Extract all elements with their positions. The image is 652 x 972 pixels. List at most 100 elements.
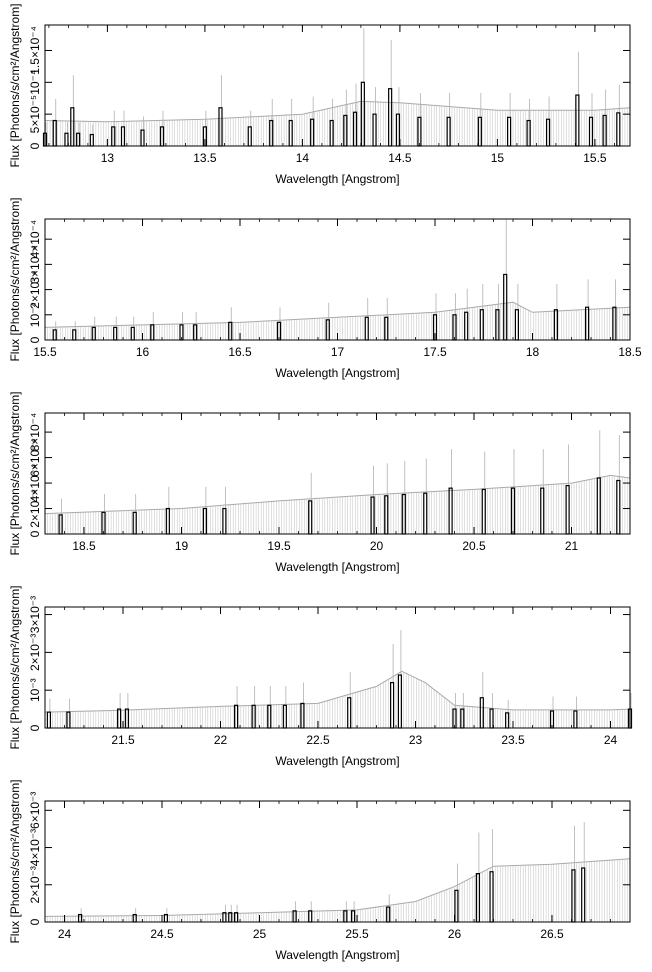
flux-bin <box>596 477 601 535</box>
flux-bin <box>446 116 451 147</box>
flux-bin <box>70 107 75 147</box>
x-axis-label: Wavelength [Angstrom] <box>275 172 399 186</box>
x-tick-label: 21 <box>565 539 579 553</box>
plot-frame <box>44 24 631 147</box>
model-hatching <box>44 671 631 728</box>
flux-bin <box>372 113 377 147</box>
flux-bin <box>616 479 621 535</box>
y-axis-label: Flux [Photons/s/cm²/Angstrom] <box>8 585 22 749</box>
flux-bin <box>64 132 69 147</box>
y-tick-label: 8×10⁻⁴ <box>28 413 42 452</box>
y-tick-label: 2×10⁻³ <box>28 634 42 671</box>
flux-bin <box>384 495 389 535</box>
x-tick-label: 18.5 <box>618 345 642 359</box>
x-axis-label: Wavelength [Angstrom] <box>275 754 399 768</box>
flux-bin <box>588 116 594 147</box>
model-curve <box>44 858 631 917</box>
flux-bin <box>575 94 580 147</box>
y-tick-label: 10⁻⁴ <box>28 302 42 327</box>
spectrum-panel-2: 15.5 16 16.5 17 17.5 18 18.5 0 10⁻⁴2×10⁻⁴3×10⁻⁴4… <box>8 197 642 380</box>
flux-bin <box>390 682 395 729</box>
y-tick-label: 0 <box>28 530 42 537</box>
x-tick-label: 16.5 <box>228 345 252 359</box>
flux-bin <box>507 116 512 147</box>
flux-bin <box>72 329 77 341</box>
x-tick-label: 24 <box>58 927 72 941</box>
x-tick-label: 20 <box>370 539 384 553</box>
spectrum-panel-1: 13 13.5 14 14.5 15 15.5 0 5×10⁻⁵10⁻⁴1.5×10⁻⁴ Wav… <box>8 3 631 186</box>
flux-bin <box>165 507 170 535</box>
model-curve <box>44 670 631 713</box>
flux-bin <box>116 708 122 729</box>
y-tick-label: 2×10⁻³ <box>28 866 42 903</box>
flux-bin <box>454 889 459 923</box>
flux-bin <box>267 704 272 729</box>
x-tick-label: 23.5 <box>501 733 525 747</box>
y-tick-label: 4×10⁻⁴ <box>28 220 42 259</box>
y-tick-label: 0 <box>28 724 42 731</box>
flux-bin <box>388 88 393 147</box>
y-tick-label: 0 <box>28 336 42 343</box>
data-bins <box>52 219 617 341</box>
flux-bin <box>329 119 334 147</box>
flux-bin <box>222 507 227 535</box>
flux-bin <box>475 872 480 923</box>
flux-bin <box>124 708 130 729</box>
y-axis-label: Flux [Photons/s/cm²/Angstrom] <box>8 391 22 555</box>
y-axis-label: Flux [Photons/s/cm²/Angstrom] <box>8 779 22 943</box>
y-tick-label: 2×10⁻⁴ <box>28 489 42 528</box>
spectrum-panel-3: 18.5 19 19.5 20 20.5 21 0 2×10⁻⁴4×10⁻⁴6×10⁻⁴8×1… <box>8 391 631 574</box>
x-tick-label: 26.5 <box>540 927 564 941</box>
flux-bin <box>351 910 356 923</box>
spectrum-panel-5: 24 24.5 25 25.5 26 26.5 0 2×10⁻³4×10⁻³6×10⁻³ Wav… <box>8 779 631 962</box>
flux-bin <box>288 119 293 147</box>
flux-bin <box>52 119 57 147</box>
flux-bin <box>384 316 389 341</box>
x-tick-label: 23 <box>409 733 423 747</box>
x-tick-label: 25 <box>253 927 267 941</box>
model-curve <box>44 474 631 515</box>
y-tick-label: 5×10⁻⁵ <box>28 95 42 133</box>
x-axis-label: Wavelength [Angstrom] <box>275 560 399 574</box>
plot-frame <box>44 800 631 923</box>
x-tick-label: 16 <box>136 345 150 359</box>
x-tick-label: 15.5 <box>33 345 57 359</box>
flux-bin <box>292 910 297 923</box>
flux-bin <box>573 710 578 729</box>
y-tick-label: 10⁻⁴ <box>28 70 42 95</box>
flux-bin <box>202 507 207 535</box>
y-axis-label: Flux [Photons/s/cm²/Angstrom] <box>8 3 22 167</box>
flux-bin <box>234 912 239 923</box>
flux-bin <box>581 867 586 923</box>
model-hatching <box>44 101 631 146</box>
x-tick-label: 20.5 <box>462 539 486 553</box>
flux-bin <box>464 311 469 341</box>
x-tick-label: 25.5 <box>345 927 369 941</box>
flux-bin <box>132 511 137 535</box>
x-tick-label: 13.5 <box>193 151 217 165</box>
flux-bin <box>540 487 545 535</box>
x-tick-label: 26 <box>448 927 462 941</box>
y-tick-label: 4×10⁻⁴ <box>28 464 42 503</box>
x-tick-label: 24 <box>604 733 618 747</box>
model-curve <box>44 301 631 328</box>
y-axis-label: Flux [Photons/s/cm²/Angstrom] <box>8 197 22 361</box>
model-hatching <box>44 858 631 922</box>
x-axis-label: Wavelength [Angstrom] <box>275 948 399 962</box>
x-tick-label: 14 <box>296 151 310 165</box>
flux-bin <box>565 485 570 535</box>
flux-bin <box>479 697 484 729</box>
flux-bin <box>300 702 305 729</box>
flux-bin <box>111 126 116 147</box>
flux-bin <box>514 309 520 341</box>
flux-bin <box>495 309 500 341</box>
x-tick-label: 21.5 <box>111 733 135 747</box>
flux-bin <box>505 712 510 729</box>
flux-bin <box>89 133 94 147</box>
flux-bin <box>282 704 287 729</box>
y-tick-label: 6×10⁻⁴ <box>28 438 42 477</box>
flux-bin <box>58 514 63 535</box>
flux-bin <box>247 126 252 147</box>
flux-bin <box>120 126 126 147</box>
flux-bin <box>46 711 52 729</box>
